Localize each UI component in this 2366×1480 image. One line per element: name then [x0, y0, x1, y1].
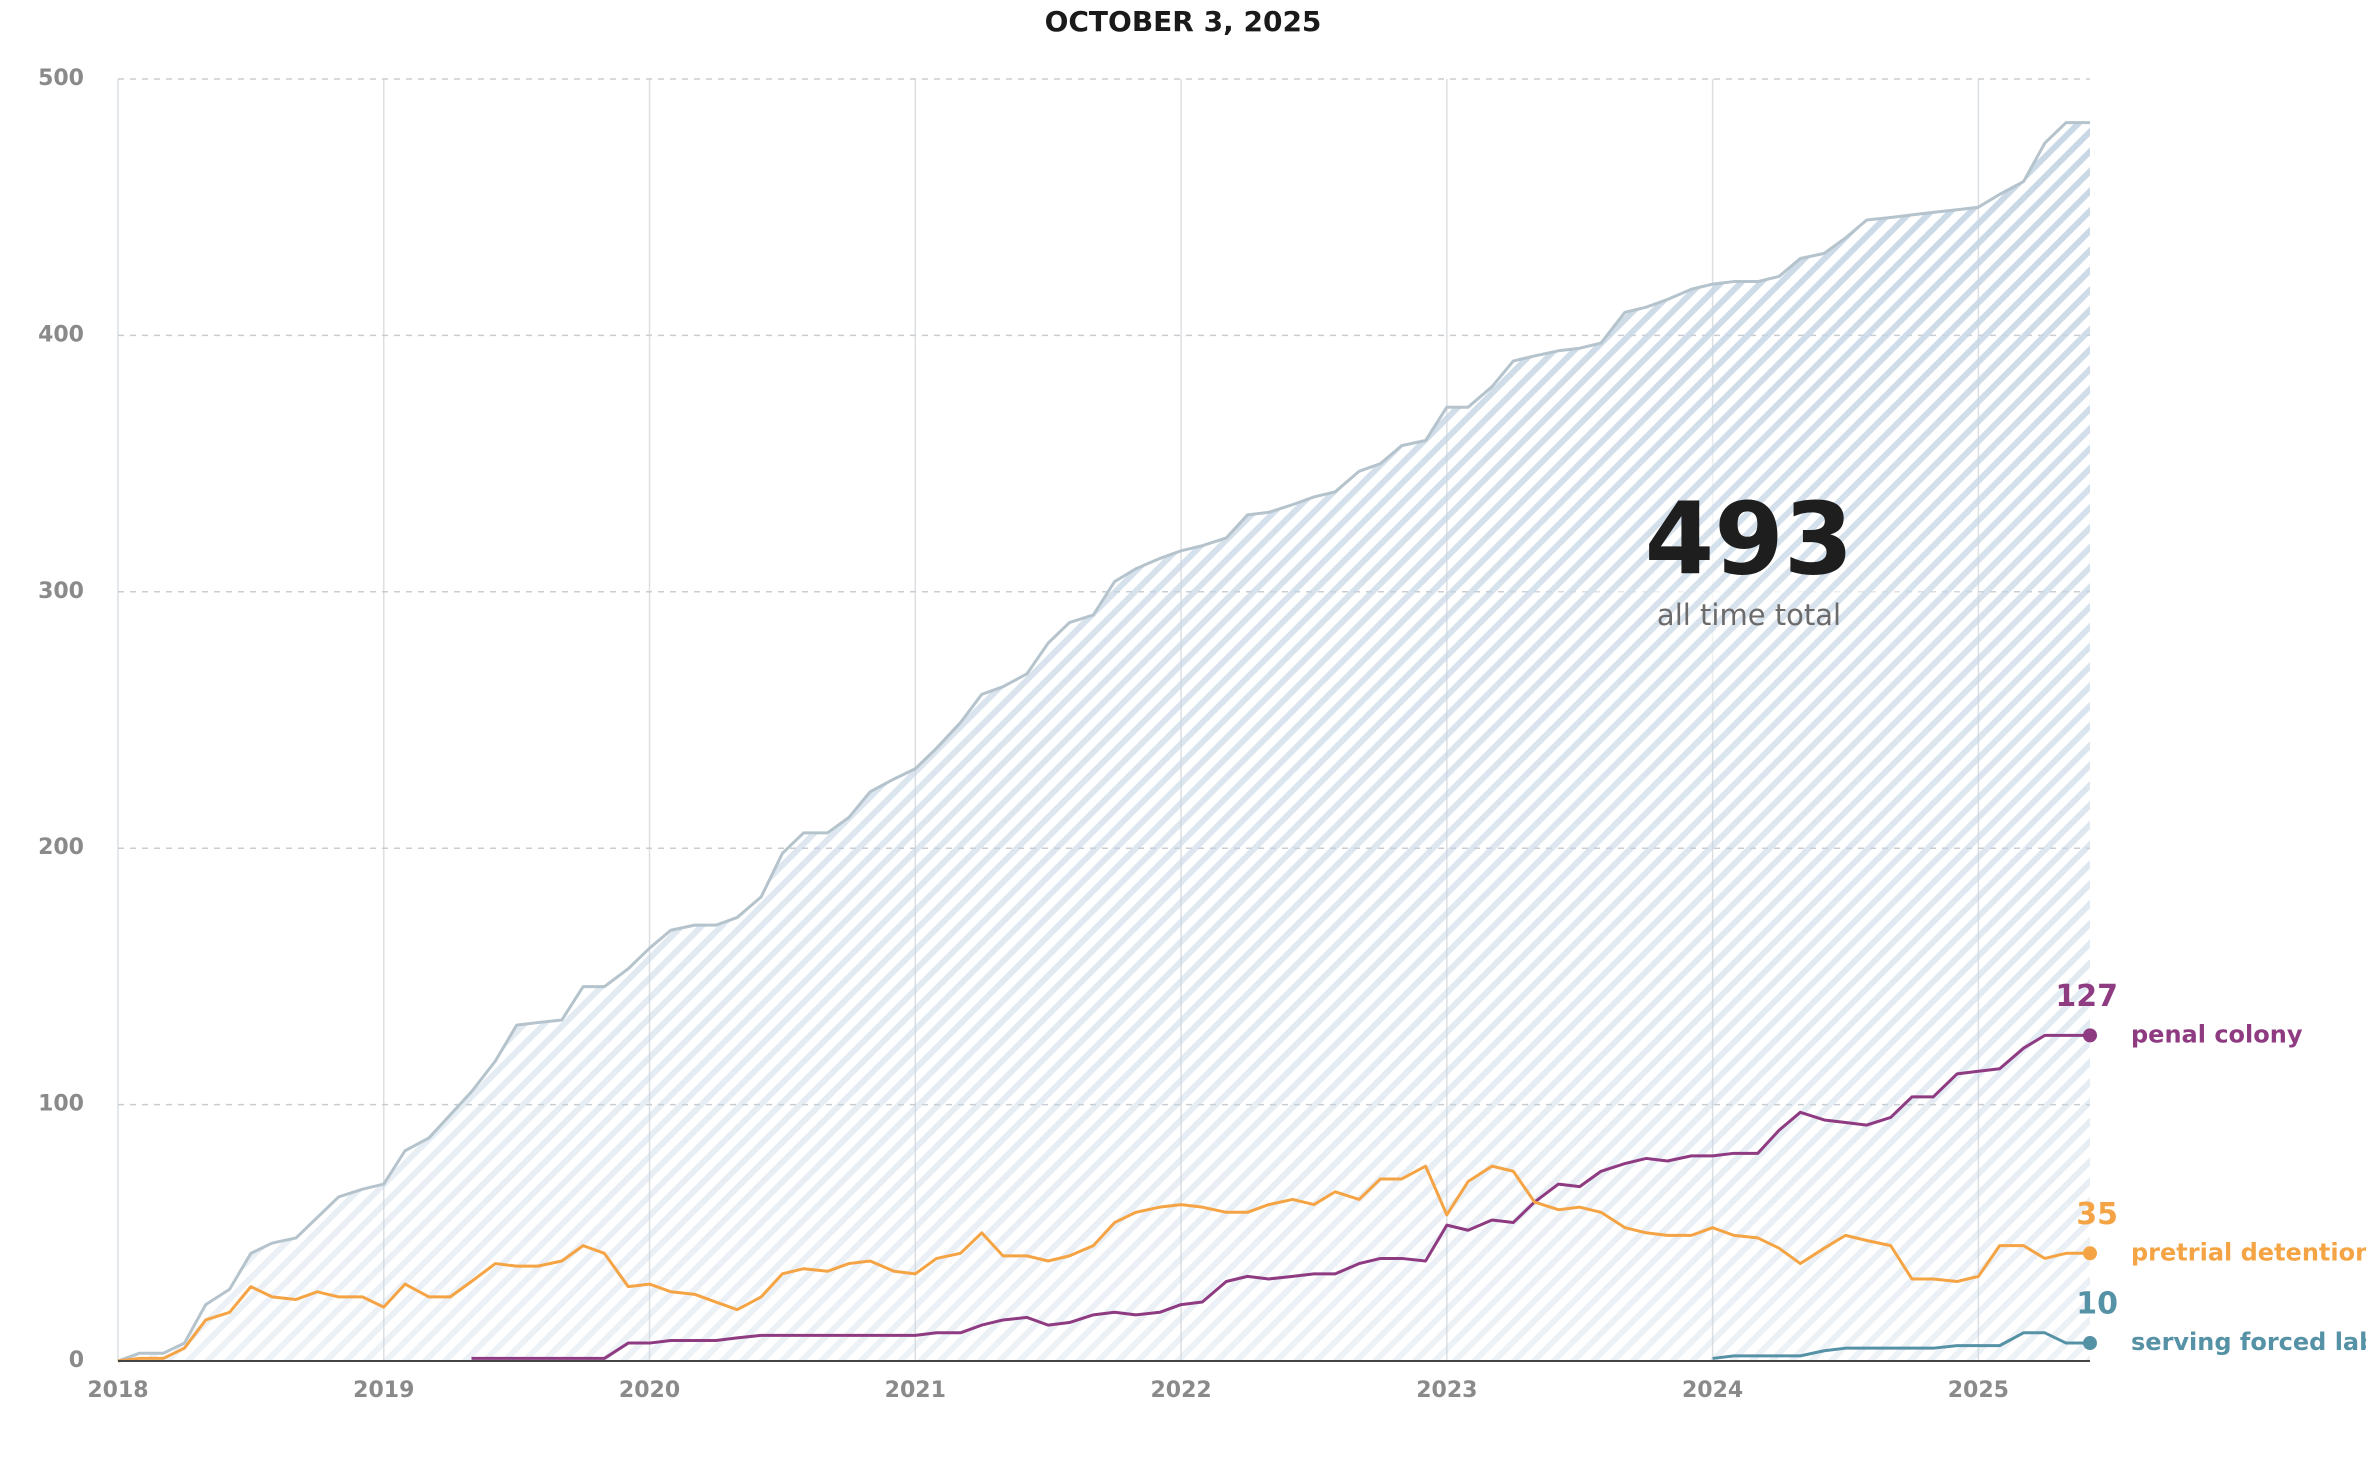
legend-label: pretrial detention [2131, 1238, 2366, 1266]
end-value-label: 10 [2076, 1287, 2118, 1322]
y-tick-label: 300 [38, 579, 84, 604]
x-tick-label: 2024 [1682, 1378, 1743, 1403]
x-tick-label: 2018 [87, 1378, 148, 1403]
annotation-label: all time total [1657, 598, 1841, 632]
x-tick-label: 2022 [1150, 1378, 1211, 1403]
legend-label: serving forced labor [2131, 1328, 2366, 1356]
end-dot [2083, 1246, 2097, 1261]
x-tick-label: 2021 [885, 1378, 946, 1403]
line [117, 1164, 2090, 1363]
end-dot [2083, 1336, 2097, 1351]
chart-title: OCTOBER 3, 2025 [1045, 5, 1322, 38]
y-tick-label: 0 [69, 1348, 84, 1373]
line [117, 121, 2090, 1363]
x-tick-label: 2023 [1416, 1378, 1477, 1403]
x-tick-label: 2025 [1948, 1378, 2009, 1403]
x-tick-label: 2019 [353, 1378, 414, 1403]
line [1712, 1331, 2090, 1360]
legend-label: penal colony [2131, 1020, 2303, 1048]
y-tick-label: 200 [38, 835, 84, 860]
annotation-value: 493 [1645, 480, 1854, 597]
y-tick-label: 500 [38, 66, 84, 91]
end-value-label: 35 [2076, 1197, 2118, 1232]
line [471, 1033, 2090, 1360]
y-tick-label: 400 [38, 322, 84, 347]
x-tick-label: 2020 [619, 1378, 680, 1403]
y-tick-label: 100 [38, 1092, 84, 1117]
end-value-label: 127 [2055, 979, 2118, 1014]
end-dot [2083, 1028, 2097, 1043]
area [118, 122, 2090, 1361]
